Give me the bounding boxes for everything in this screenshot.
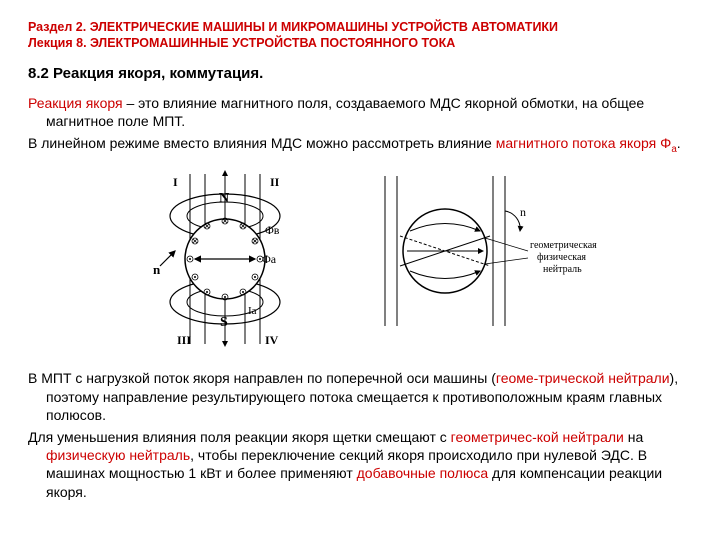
svg-text:Φа: Φа (262, 252, 277, 266)
header-line-1: Раздел 2. ЭЛЕКТРИЧЕСКИЕ МАШИНЫ И МИКРОМА… (28, 20, 692, 34)
svg-text:S: S (220, 315, 228, 330)
diagram-right: n геометрическая физическая нейтраль (365, 166, 605, 361)
svg-text:Φв: Φв (265, 223, 280, 237)
diagram-row: I II III IV N S n Φв Φа Iа (28, 166, 692, 361)
paragraph-1: Реакция якоря – это влияние магнитного п… (28, 94, 692, 130)
paragraph-3: В МПТ с нагрузкой поток якоря направлен … (28, 369, 692, 424)
svg-text:II: II (270, 175, 280, 189)
svg-text:IV: IV (265, 333, 279, 347)
svg-text:геометрическая: геометрическая (530, 240, 597, 251)
paragraph-4: Для уменьшения влияния поля реакции якор… (28, 428, 692, 501)
svg-text:физическая: физическая (537, 252, 586, 263)
svg-text:нейтраль: нейтраль (543, 264, 582, 275)
svg-text:n: n (153, 262, 161, 277)
section-title: 8.2 Реакция якоря, коммутация. (28, 64, 692, 84)
diagram-left: I II III IV N S n Φв Φа Iа (115, 166, 335, 361)
paragraph-2: В линейном режиме вместо влияния МДС мож… (28, 134, 692, 157)
svg-text:Iа: Iа (248, 305, 257, 317)
svg-text:N: N (219, 191, 229, 206)
svg-text:n: n (520, 205, 526, 219)
svg-text:I: I (173, 175, 178, 189)
header-line-2: Лекция 8. ЭЛЕКТРОМАШИННЫЕ УСТРОЙСТВА ПОС… (28, 36, 692, 50)
svg-text:III: III (177, 333, 191, 347)
